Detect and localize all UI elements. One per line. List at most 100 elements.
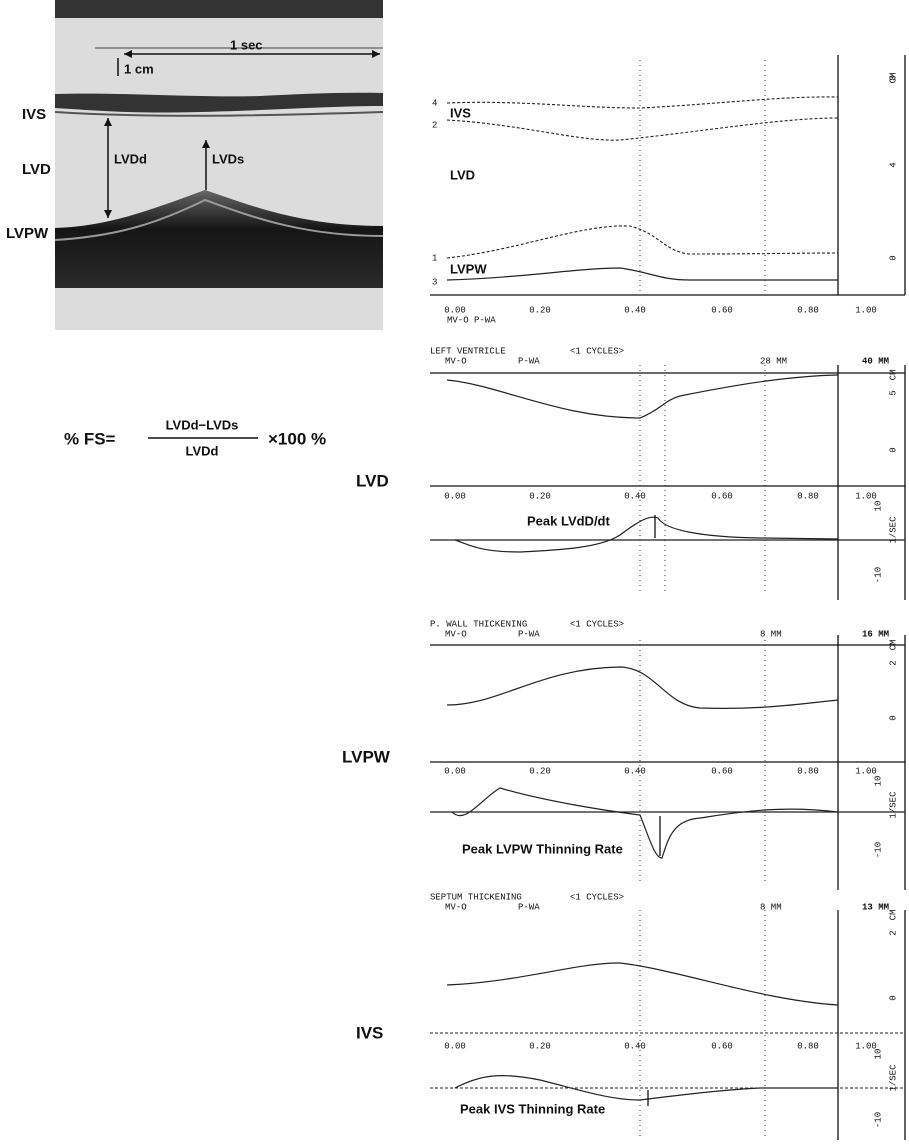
rate-tick-label: -10 [873,567,883,583]
trace-label: LVD [450,167,475,182]
rate-tick-label: 10 [873,501,883,512]
y-tick-label: 2 [888,660,898,665]
panel-footer: MV-O P-WA [447,315,496,325]
cycle-markers [640,910,765,1140]
x-tick-label: 0.80 [797,491,819,501]
timing-strip [55,0,383,18]
x-tick-label: 0.20 [529,305,551,315]
panel-title: P. WALL THICKENING [430,619,527,629]
x-tick-label: 0.40 [624,1041,646,1051]
mmode-label: IVS [22,106,46,123]
generated-labels: 0.00 0.20 0.40 0.60 0.80 1.00 CM 8 4 0 0.00 0.20 0.4… [430,73,898,1129]
panel-cycles: <1 CYCLES> [570,619,624,629]
annotation: Peak LVdD/dt [527,513,611,528]
rate-tick-label: 10 [873,776,883,787]
panel-ivs: Peak IVS Thinning Rate [430,910,905,1140]
y-tick-label: 0 [888,447,898,452]
x-tick-label: 1.00 [855,491,877,501]
x-tick-label: 0.00 [444,305,466,315]
trace [447,268,838,280]
x-tick-label: 0.00 [444,491,466,501]
axes [430,365,905,600]
trace [447,118,838,140]
x-tick-label: 0.40 [624,491,646,501]
y-tick-label: 5 [888,390,898,395]
trace [455,517,838,552]
axis-units: CM [888,640,898,651]
row-label: LVD [356,471,389,490]
trace [447,97,838,108]
trace-label: IVS [450,105,471,120]
rate-units: 1/SEC [888,1064,898,1092]
formula: % FS= LVDd−LVDs LVDd ×100 % [64,417,326,458]
scale-depth: 1 cm [124,61,154,76]
axes [430,55,905,295]
panel-lv: Peak LVdD/dt [430,365,905,600]
arrow-label: LVDs [212,151,244,166]
arrow-label: LVDd [114,151,147,166]
panel-marker: MV-O [445,902,467,912]
panel-marker: P-WA [518,902,540,912]
panel-cycles: <1 CYCLES> [570,892,624,902]
mmode-image: 1 sec 1 cm IVS LVD LVPW LVDd LVDs [6,0,383,330]
scale-time: 1 sec [230,37,263,52]
trace [447,667,838,708]
trace-marker: 2 [432,120,437,130]
panel-title: SEPTUM THICKENING [430,892,522,902]
panel-marker: P-WA [518,629,540,639]
axes [838,910,905,1140]
x-tick-label: 1.00 [855,766,877,776]
x-tick-label: 0.40 [624,305,646,315]
figure: 1 sec 1 cm IVS LVD LVPW LVDd LVDs % FS= … [0,0,909,1145]
x-tick-label: 0.80 [797,766,819,776]
panel-dimensions: IVS LVD LVPW 4 2 1 3 MV-O P-WA [430,55,905,325]
x-tick-label: 0.00 [444,1041,466,1051]
trace [447,375,838,418]
x-tick-label: 0.60 [711,305,733,315]
panel-value: 13 MM [862,902,889,912]
y-tick-label: 4 [888,162,898,167]
axis-units: CM [888,370,898,381]
y-tick-label: 0 [888,995,898,1000]
formula-factor: ×100 % [268,429,326,448]
rate-tick-label: 10 [873,1049,883,1060]
x-tick-label: 1.00 [855,305,877,315]
y-tick-label: 2 [888,930,898,935]
y-tick-label: 8 [888,75,898,80]
y-tick-label: 0 [888,255,898,260]
axis-units: CM [888,910,898,921]
formula-numerator: LVDd−LVDs [166,417,239,432]
panel-value: 8 MM [760,629,782,639]
trace-marker: 3 [432,277,437,287]
mmode-label: LVPW [6,225,49,242]
rate-tick-label: -10 [873,1112,883,1128]
panel-marker: MV-O [445,629,467,639]
rate-units: 1/SEC [888,791,898,819]
x-tick-label: 0.20 [529,491,551,501]
trace-marker: 4 [432,98,437,108]
trace-label: LVPW [450,261,487,276]
cycle-markers [640,365,765,595]
y-tick-label: 0 [888,715,898,720]
formula-lhs: % FS= [64,429,116,448]
row-label: LVPW [342,747,391,766]
trace [447,963,838,1005]
trace [447,226,838,258]
panel-marker: P-WA [518,356,540,366]
x-tick-label: 0.60 [711,766,733,776]
mmode-label: LVD [22,161,51,178]
x-tick-label: 0.80 [797,1041,819,1051]
rate-units: 1/SEC [888,516,898,544]
x-tick-label: 0.00 [444,766,466,776]
x-tick-label: 0.20 [529,1041,551,1051]
row-label: IVS [356,1023,383,1042]
x-tick-label: 0.20 [529,766,551,776]
panel-title: LEFT VENTRICLE [430,346,506,356]
x-tick-label: 0.60 [711,491,733,501]
trace-marker: 1 [432,253,437,263]
cycle-markers [640,60,765,295]
panel-pw: Peak LVPW Thinning Rate [430,635,905,890]
x-tick-label: 0.40 [624,766,646,776]
panel-value: 28 MM [760,356,787,366]
panel-value: 16 MM [862,629,889,639]
